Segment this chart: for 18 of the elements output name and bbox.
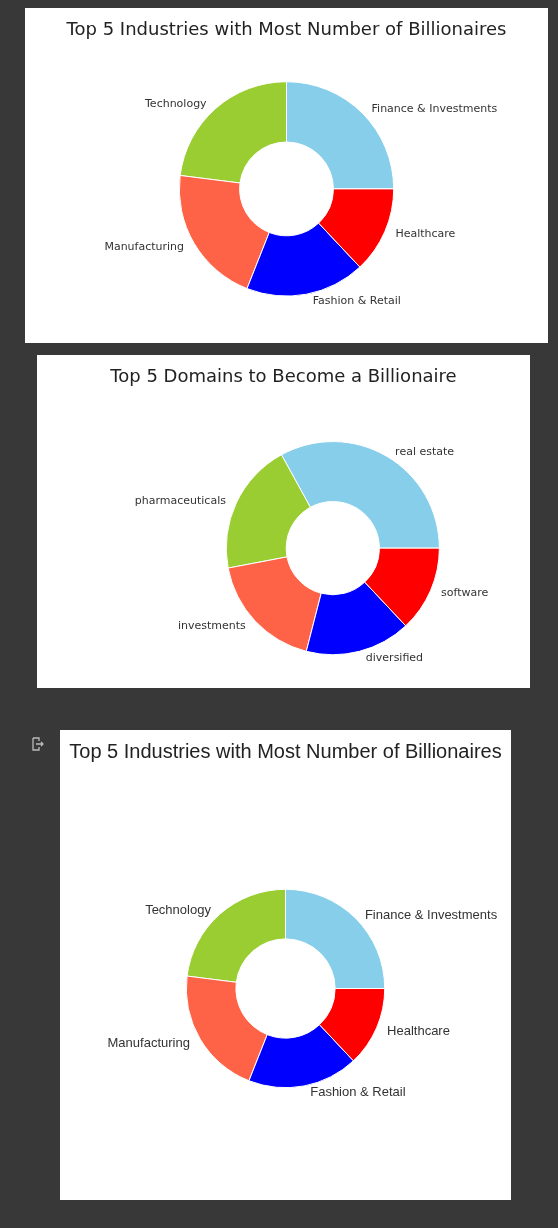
slice-label: Manufacturing xyxy=(107,1034,190,1050)
slice-label: investments xyxy=(177,618,246,632)
slice-label: Finance & Investments xyxy=(371,102,498,116)
slice-label: diversified xyxy=(365,650,424,664)
slice-label: Fashion & Retail xyxy=(312,293,401,307)
slice-label: software xyxy=(441,586,489,600)
slice-label: Fashion & Retail xyxy=(310,1084,406,1100)
slice-label: Technology xyxy=(144,97,208,111)
slice-label: Finance & Investments xyxy=(364,906,498,922)
slice-label: Healthcare xyxy=(387,1022,450,1038)
slice-label: Technology xyxy=(145,902,212,918)
slice-label: pharmaceuticals xyxy=(134,493,227,507)
slice-label: real estate xyxy=(395,444,455,458)
slice-label: Healthcare xyxy=(395,227,456,241)
chart-title: Top 5 Industries with Most Number of Billionaires xyxy=(65,17,507,39)
slice-label: Manufacturing xyxy=(104,240,185,254)
chart-title: Top 5 Domains to Become a Billionaire xyxy=(109,364,457,386)
chart-title: Top 5 Industries with Most Number of Billionaires xyxy=(69,740,502,762)
